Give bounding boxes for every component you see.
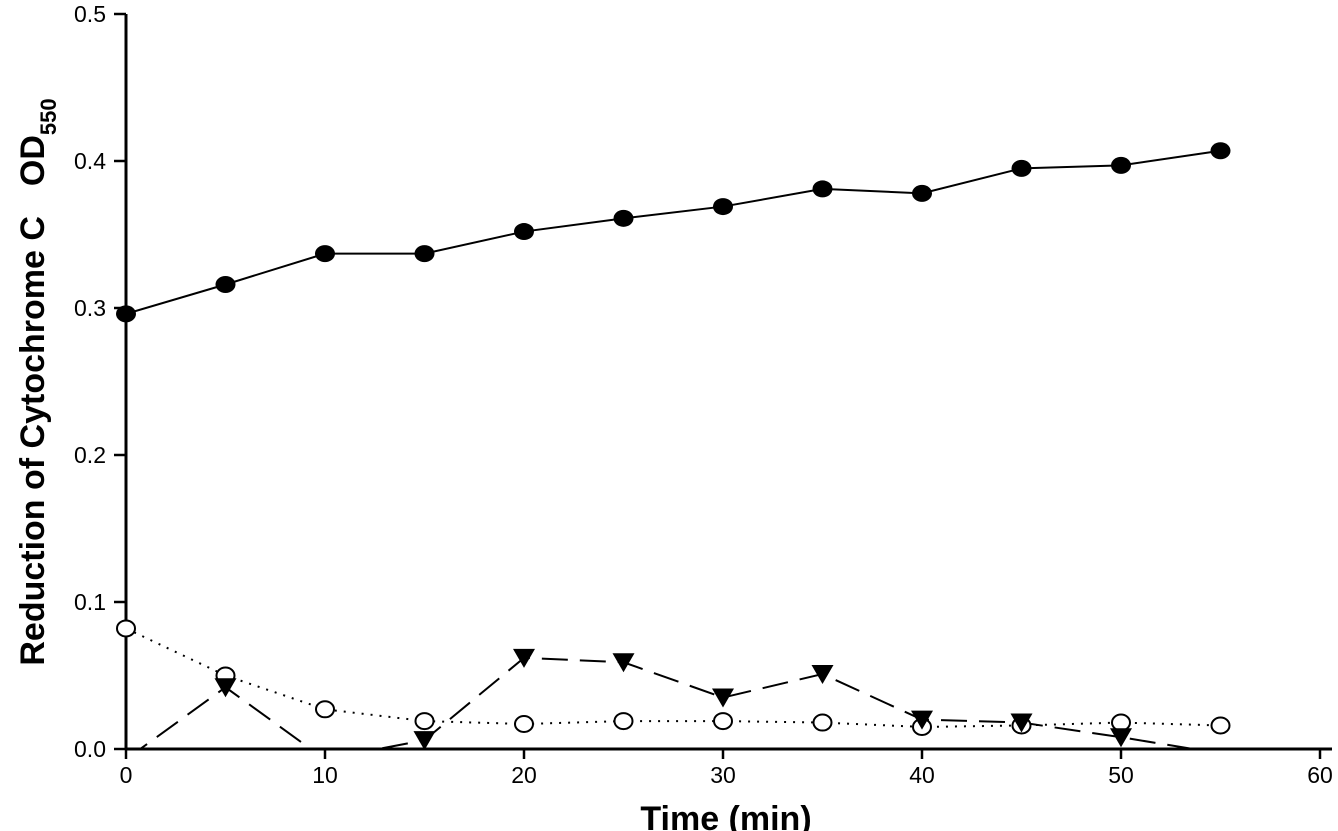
series-0-point xyxy=(116,305,136,323)
series-group xyxy=(116,142,1231,749)
series-1-point xyxy=(315,700,335,719)
x-tick-label: 40 xyxy=(909,762,935,788)
series-0-point xyxy=(1111,156,1131,174)
series-0-point xyxy=(812,180,833,198)
x-tick-label: 30 xyxy=(710,762,736,788)
series-0-point xyxy=(514,223,534,241)
y-tick-label: 0.2 xyxy=(74,442,106,468)
series-1-point xyxy=(514,715,534,734)
series-1-point xyxy=(116,619,136,638)
series-2-point xyxy=(1010,713,1033,733)
series-2-point xyxy=(612,653,635,673)
y-tick-label: 0.3 xyxy=(74,295,106,321)
series-1-point xyxy=(1111,713,1131,732)
series-0-point xyxy=(1011,159,1032,177)
series-1-point xyxy=(1210,716,1231,735)
y-tick-label: 0.1 xyxy=(74,589,106,615)
y-tick-label: 0.4 xyxy=(74,148,106,174)
series-1-point xyxy=(613,712,634,731)
series-1-point xyxy=(414,712,435,731)
series-2-point xyxy=(513,648,535,668)
y-axis-title-subscript: 550 xyxy=(36,98,61,135)
y-axis-title-main: Reduction of Cytochrome C xyxy=(14,216,52,666)
series-2-point xyxy=(214,678,237,698)
y-axis-title-od: OD xyxy=(14,135,52,186)
x-axis-title: Time (min) xyxy=(640,800,811,831)
x-tick-label: 60 xyxy=(1307,762,1333,788)
y-tick-label: 0.0 xyxy=(74,736,106,762)
x-tick-label: 0 xyxy=(120,762,133,788)
axes: 0 10 20 30 40 50 60 0.0 0.1 0.2 0.3 0.4 0.5 xyxy=(74,1,1333,788)
series-0-line xyxy=(125,149,1221,315)
x-tick-label: 10 xyxy=(312,762,338,788)
series-0-point xyxy=(713,198,733,216)
series-0-point xyxy=(912,184,932,202)
series-1-line xyxy=(125,627,1221,728)
series-0-point xyxy=(613,209,634,227)
series-0-point xyxy=(215,275,236,293)
series-1-point xyxy=(713,712,733,731)
y-tick-label: 0.5 xyxy=(74,1,106,27)
series-2-point xyxy=(1110,728,1132,748)
x-tick-label: 50 xyxy=(1108,762,1134,788)
series-2-point xyxy=(712,688,734,708)
series-2-line xyxy=(138,656,1200,749)
series-2-point xyxy=(413,731,436,749)
x-tick-label: 20 xyxy=(511,762,537,788)
series-2-point xyxy=(811,665,834,685)
series-0-point xyxy=(1210,142,1231,160)
series-1-point xyxy=(812,713,833,732)
y-axis-title: Reduction of Cytochrome C OD550 xyxy=(14,98,61,665)
series-0-point xyxy=(414,245,435,263)
series-0-point xyxy=(315,245,335,263)
series-2-point xyxy=(911,710,933,730)
